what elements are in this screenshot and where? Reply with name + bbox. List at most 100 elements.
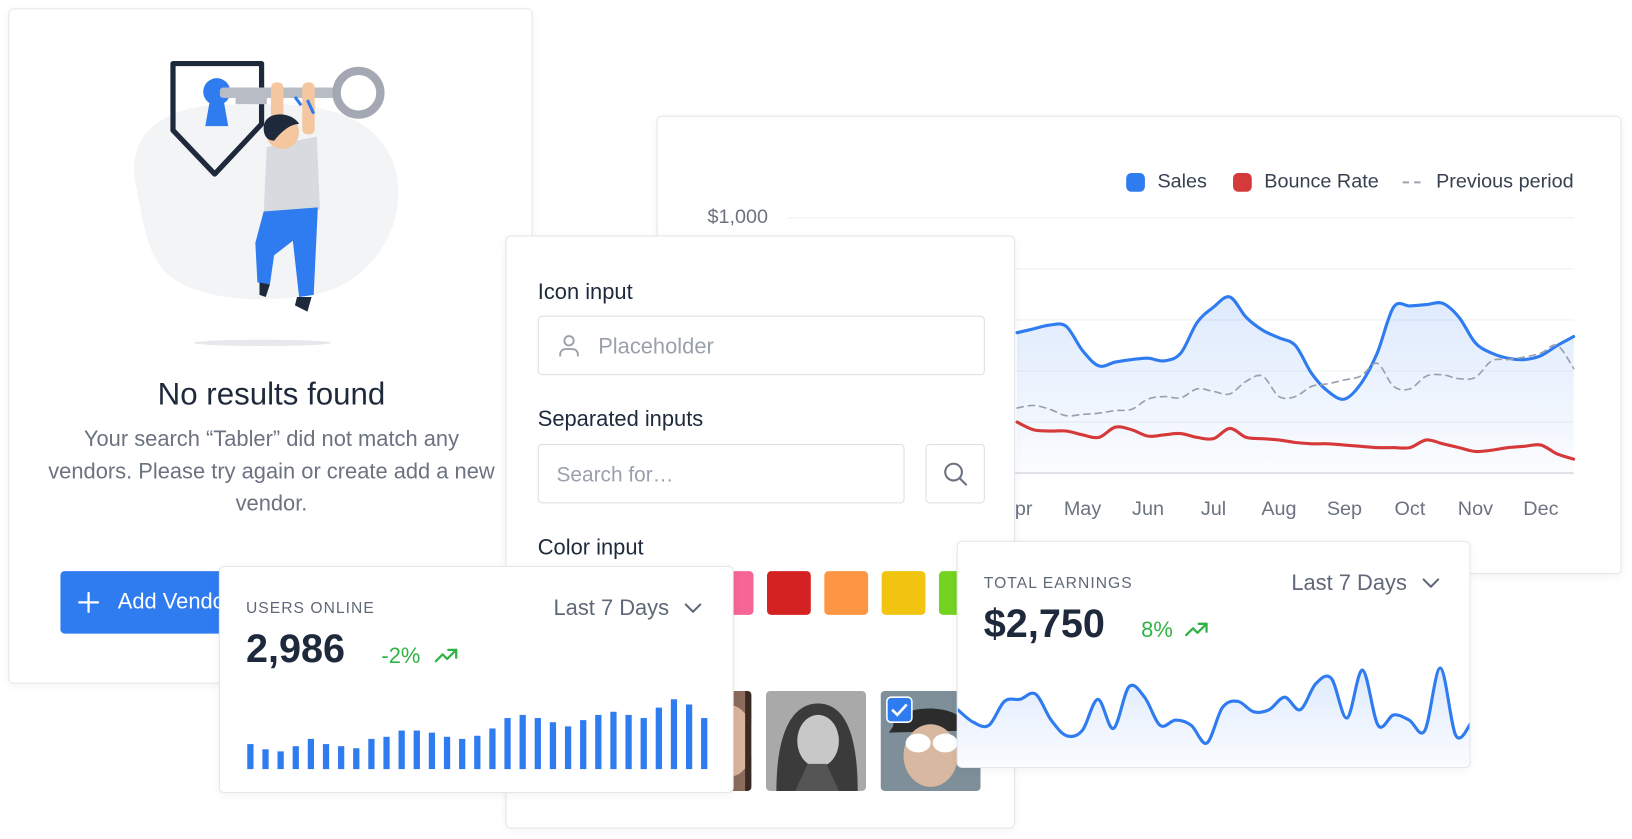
search-input[interactable]: Search for… — [537, 443, 905, 504]
trend-icon — [434, 648, 458, 663]
x-tick-label: Aug — [1261, 498, 1296, 520]
bar — [489, 728, 496, 770]
bar — [701, 718, 708, 770]
bar — [459, 738, 466, 770]
series-line — [1015, 420, 1576, 461]
shoes — [259, 282, 312, 312]
bar — [564, 726, 572, 770]
legend-marker — [1126, 172, 1145, 192]
field-label: Icon input — [537, 280, 633, 305]
bar — [292, 746, 299, 770]
bar — [322, 744, 330, 770]
hair — [263, 114, 300, 141]
bar — [504, 718, 511, 770]
key-bit — [235, 97, 267, 105]
spark — [293, 95, 316, 115]
illustration — [133, 60, 399, 346]
x-tick-label: Jul — [1201, 498, 1226, 520]
metric: 2,986 — [245, 627, 346, 672]
color-swatch[interactable] — [767, 571, 811, 615]
plus-icon — [78, 591, 100, 613]
period-select[interactable]: Last 7 Days — [1291, 571, 1407, 596]
users-online-card: USERS ONLINE Last 7 Days 2,986 -2% — [218, 565, 734, 794]
x-tick-label: Dec — [1523, 498, 1558, 520]
bar — [398, 730, 405, 770]
bar — [383, 736, 390, 770]
x-tick-label: Jun — [1132, 498, 1164, 520]
series-line — [1016, 344, 1575, 417]
bar — [685, 704, 693, 770]
field-label: Color input — [537, 535, 644, 560]
bar — [413, 730, 420, 770]
shirt — [263, 136, 320, 214]
bar — [640, 718, 647, 770]
bar — [519, 714, 526, 770]
legend-label: Previous period — [1436, 171, 1574, 193]
shadow — [193, 339, 332, 346]
sales-chart: $0$200$400$600$800$1,000JanFebMarAprMayJ… — [707, 171, 1576, 520]
bar — [580, 720, 587, 770]
trend-icon — [1185, 622, 1208, 637]
bar — [277, 751, 284, 770]
period-select[interactable]: Last 7 Days — [553, 596, 670, 621]
bar — [247, 744, 254, 770]
earnings-chart — [957, 666, 1470, 768]
x-tick-label: Oct — [1395, 498, 1426, 520]
bar — [610, 711, 617, 770]
x-tick-label: May — [1064, 498, 1102, 520]
search-button[interactable] — [925, 443, 985, 504]
color-swatch[interactable] — [824, 571, 869, 615]
photo — [765, 690, 867, 791]
button-label: Add Vendor — [117, 589, 233, 614]
bar — [595, 714, 602, 770]
chevron-icon[interactable] — [1418, 570, 1443, 595]
placeholder: Search for… — [556, 463, 674, 487]
empty-title: No results found — [157, 377, 386, 412]
icon-input[interactable]: Placeholder — [537, 315, 985, 376]
color-swatch[interactable] — [881, 571, 926, 615]
keyhole-base — [205, 96, 229, 127]
users-chart — [247, 699, 708, 770]
bar — [338, 746, 345, 770]
placeholder: Placeholder — [598, 334, 714, 359]
x-tick-label: Sep — [1327, 498, 1362, 520]
search-icon — [944, 462, 968, 486]
card-title: TOTAL EARNINGS — [983, 574, 1133, 592]
bar — [655, 707, 662, 770]
bar — [428, 732, 436, 770]
change: -2% — [381, 644, 421, 669]
bar — [474, 735, 481, 770]
shield — [170, 60, 265, 177]
image-option[interactable] — [765, 690, 867, 791]
legend-label: Bounce Rate — [1264, 171, 1378, 193]
bar — [625, 714, 632, 770]
series-line — [957, 666, 1470, 745]
bar — [262, 749, 269, 770]
bar — [368, 738, 375, 770]
bar — [670, 699, 678, 770]
change: 8% — [1141, 617, 1173, 642]
pants — [255, 207, 318, 298]
user-icon — [559, 335, 579, 357]
legend-marker — [1233, 172, 1252, 192]
bar — [353, 748, 360, 770]
key-ring — [332, 66, 385, 119]
y-tick-label: $1,000 — [707, 206, 768, 228]
metric: $2,750 — [983, 602, 1105, 647]
bar — [534, 718, 541, 770]
arm — [302, 82, 315, 135]
total-earnings-card: TOTAL EARNINGS Last 7 Days $2,750 8% — [956, 540, 1471, 769]
chevron-icon[interactable] — [681, 595, 706, 620]
x-tick-label: Nov — [1458, 498, 1493, 520]
legend-label: Sales — [1157, 171, 1207, 193]
empty-text: Your search “Tabler” did not match any v… — [48, 427, 495, 516]
keyhole — [203, 78, 231, 106]
bar — [443, 736, 451, 770]
series-line — [1015, 295, 1576, 401]
bar — [307, 738, 315, 770]
field-label: Separated inputs — [537, 407, 704, 432]
card-title: USERS ONLINE — [245, 599, 375, 617]
